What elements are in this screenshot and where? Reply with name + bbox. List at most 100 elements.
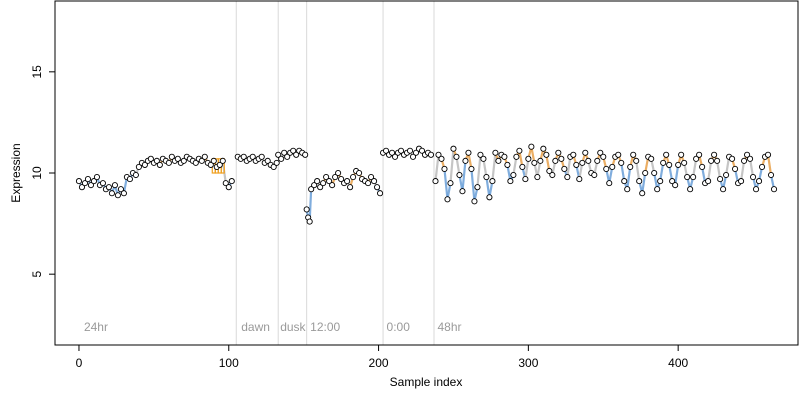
data-point [303,206,310,213]
data-point [669,178,676,185]
data-point [168,153,175,160]
data-point [350,173,357,181]
data-point [240,153,247,160]
data-point [371,178,378,185]
data-point [609,163,616,170]
data-point [409,153,417,160]
data-point [714,157,721,164]
data-point [507,178,514,185]
data-point [717,176,724,183]
data-point [284,153,291,160]
data-point [264,157,271,164]
data-point [477,151,484,158]
data-point [591,171,598,179]
data-point [513,153,520,160]
trend-segment [449,147,455,185]
data-point [699,163,706,170]
data-point [317,184,324,191]
data-point [117,186,124,193]
data-point [546,167,553,175]
data-point [210,157,217,164]
data-point [332,173,339,181]
data-point [558,155,565,162]
data-point [84,176,92,183]
segment-label: 48hr [437,320,461,334]
data-point [606,180,613,187]
trend-segment [641,171,647,195]
data-point [642,169,649,177]
data-point [391,153,399,160]
trend-segment [491,151,497,183]
data-point [441,165,448,173]
data-point [465,149,472,156]
data-point [216,161,223,168]
data-point [249,153,256,160]
data-point [320,180,327,187]
data-point [99,180,106,187]
data-point [764,151,772,158]
data-point [306,218,313,225]
data-point [388,149,396,156]
data-point [561,165,568,173]
x-tick-label: 0 [76,356,83,370]
data-point [412,149,420,156]
data-point [678,151,685,158]
trend-segment [724,155,731,177]
segment-label: dawn [241,320,270,334]
data-point [540,145,547,152]
data-point [552,157,559,164]
data-point [758,163,766,170]
data-point [525,155,532,162]
data-point [693,155,700,162]
x-tick-label: 100 [219,356,239,370]
data-point [198,157,205,164]
data-point [618,159,625,166]
data-point [633,157,640,164]
data-point [660,159,667,166]
data-point [690,173,697,181]
data-point [308,186,315,193]
data-point [666,161,673,168]
data-point [741,157,748,164]
data-point [687,186,694,193]
data-point [344,178,351,185]
data-point [323,173,330,181]
data-point [573,161,580,168]
data-point [582,149,589,156]
data-point [639,190,646,197]
trend-segment [470,167,476,203]
data-point [105,184,112,191]
data-point [621,178,628,185]
trend-segment [635,159,641,183]
trend-segment [485,175,491,199]
trend-segment [566,155,572,179]
x-tick-label: 400 [668,356,688,370]
data-point [219,157,226,164]
data-point [120,190,127,197]
y-tick-label: 15 [30,65,44,79]
data-point [534,173,541,181]
data-point [329,182,336,189]
trend-segment [461,159,467,193]
data-point [456,171,463,179]
data-point [222,180,229,187]
data-point [489,178,496,185]
data-point [537,157,544,164]
trend-segment [739,159,746,183]
data-point [438,155,445,162]
data-point [576,176,583,183]
data-point [126,176,133,183]
data-point [585,157,592,164]
trend-segment [434,153,440,183]
data-point [278,155,285,162]
data-point [657,178,664,185]
data-point [207,161,214,168]
data-point [549,171,556,179]
data-point [480,155,487,162]
data-point [705,178,712,185]
trend-segment [659,161,665,183]
segment-labels: 24hr dawn dusk 12:00 0:00 48hr [84,320,462,334]
trend-segment [716,159,722,181]
data-point [450,145,457,152]
